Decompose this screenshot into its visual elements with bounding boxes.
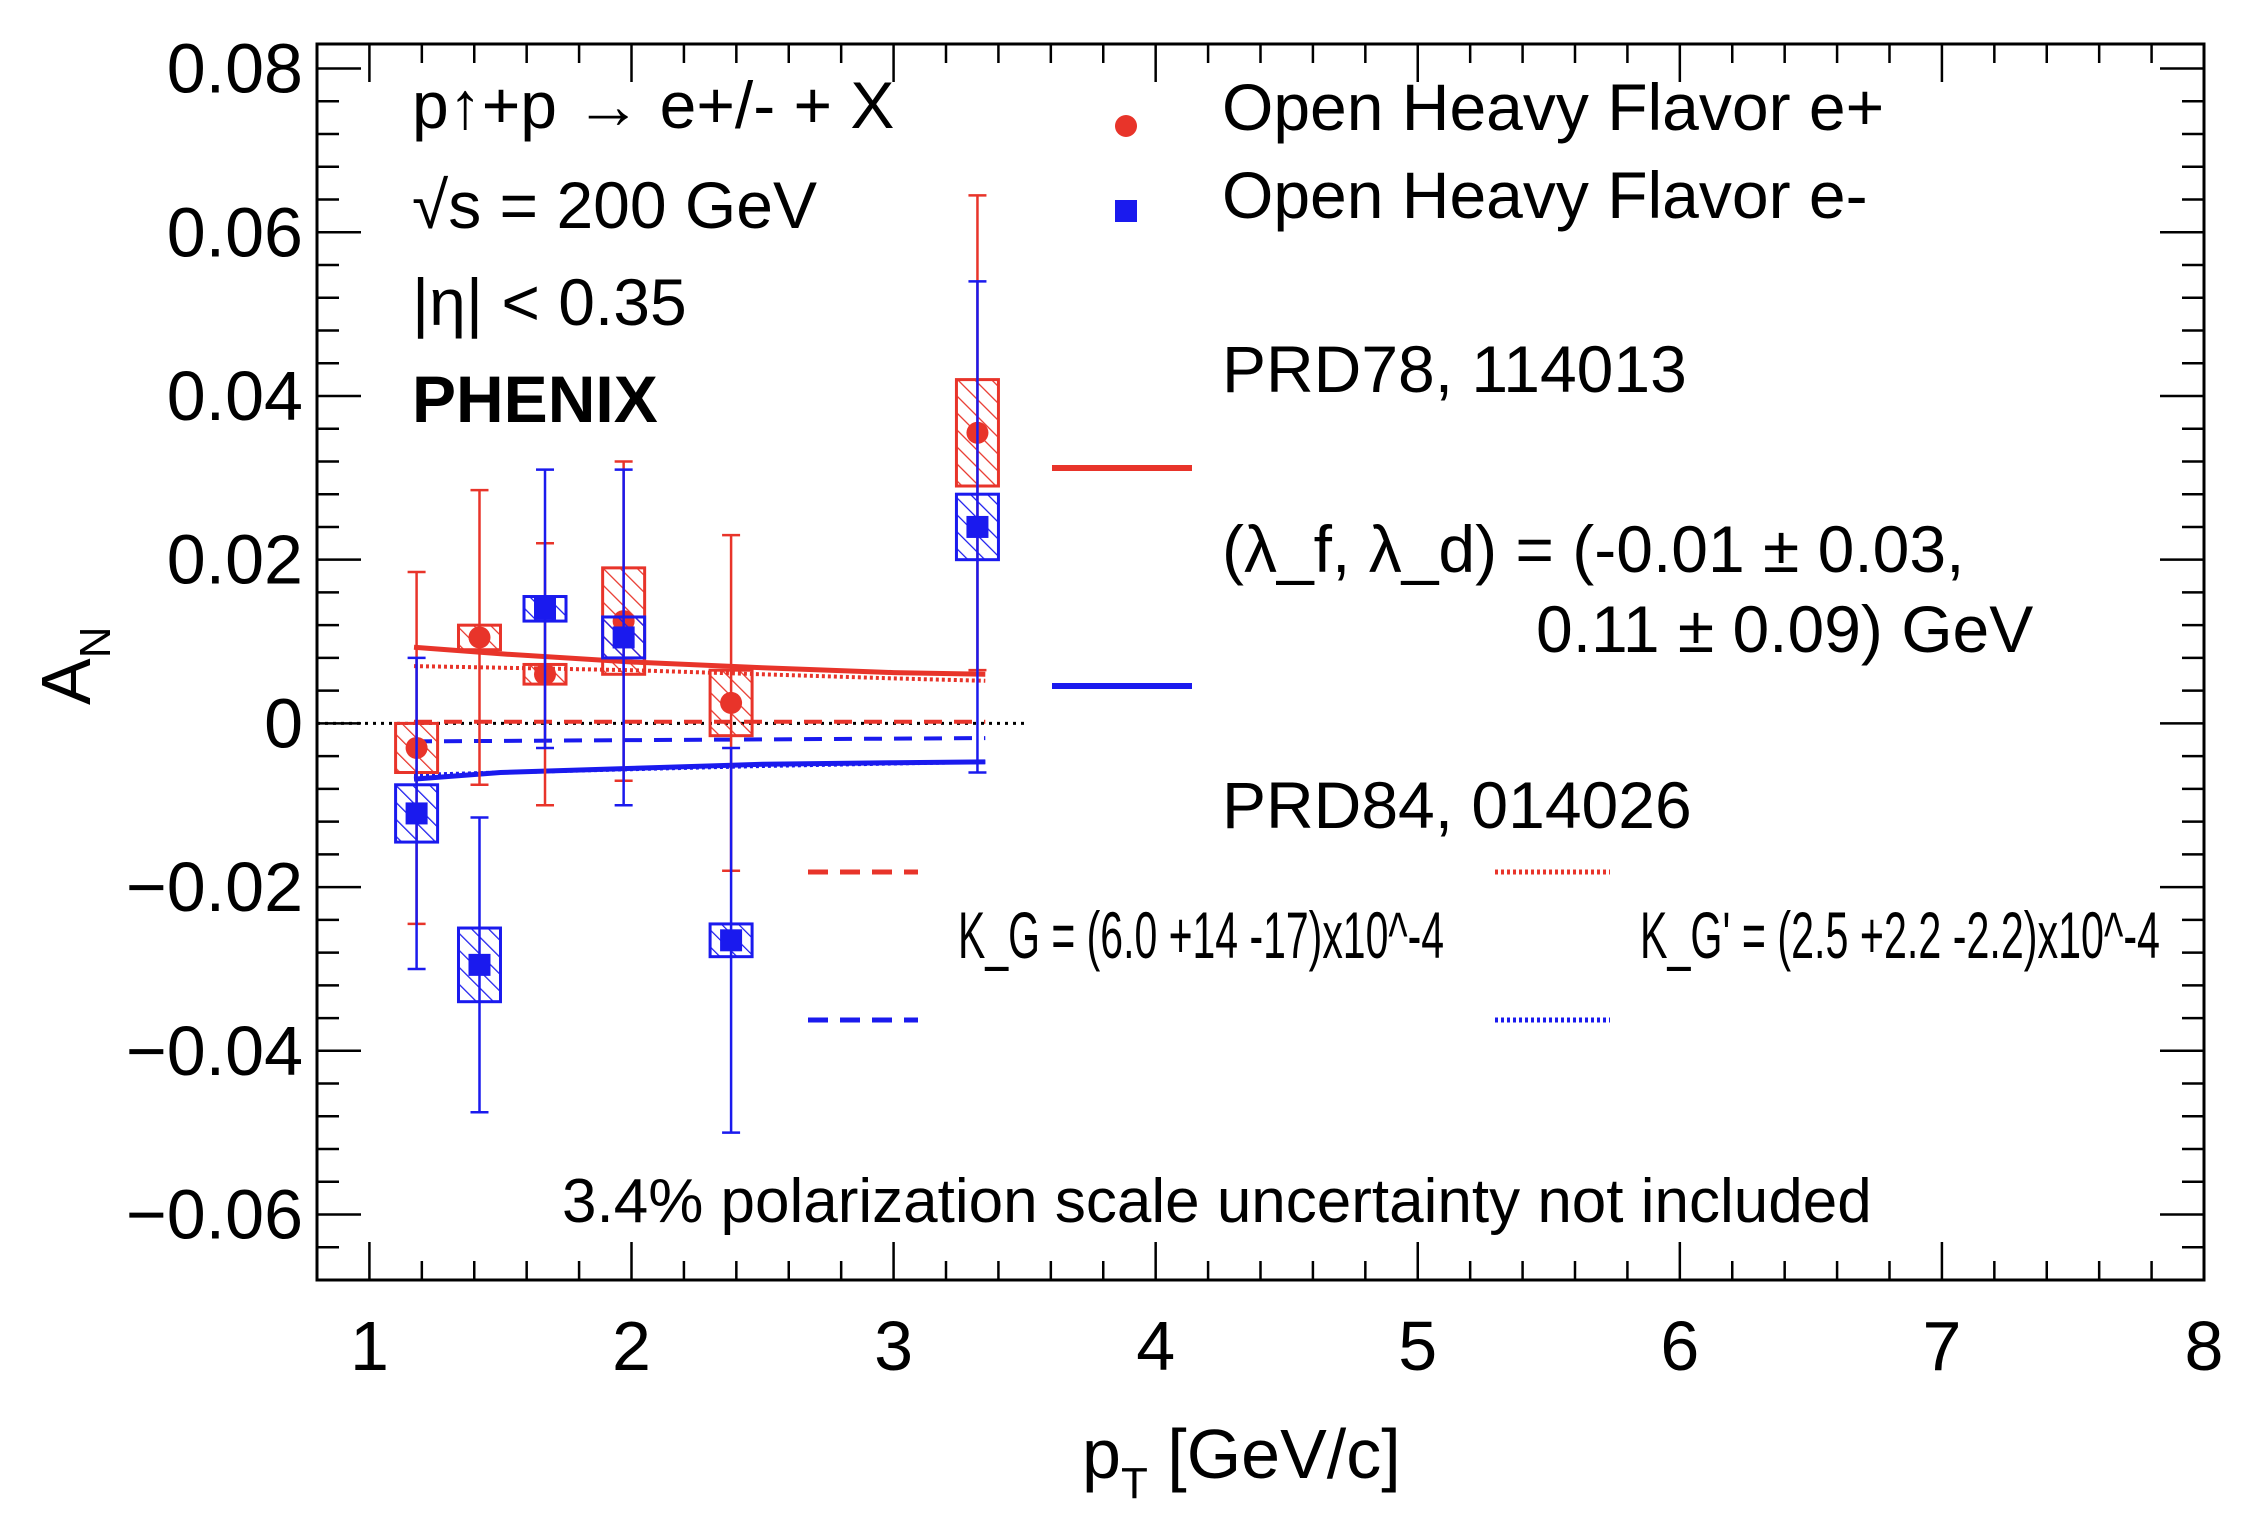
prd78-params-line2: 0.11 ± 0.09) GeV [1536, 592, 2033, 666]
legend-eminus-label: Open Heavy Flavor e- [1222, 158, 1868, 232]
x-tick-label: 6 [1660, 1307, 1699, 1385]
x-axis-title: pT [GeV/c] [1082, 1415, 1401, 1508]
eta-cut-label: |η| < 0.35 [412, 265, 687, 339]
x-tick-label: 5 [1398, 1307, 1437, 1385]
y-tick-label: −0.02 [126, 848, 303, 926]
y-tick-label: 0 [264, 684, 303, 762]
data-point-eminus [966, 515, 989, 538]
energy-label: √s = 200 GeV [412, 168, 817, 242]
data-point-eminus [720, 929, 743, 952]
data-point-eminus [405, 802, 428, 825]
x-tick-label: 7 [1922, 1307, 1961, 1385]
x-tick-label: 3 [874, 1307, 913, 1385]
x-axis-title-sub: T [1121, 1459, 1148, 1508]
axes: 1 2 3 4 5 6 7 8 −0.06 −0.04 −0.02 0 0.02 0.04 0.06 0.08 [126, 30, 2224, 1385]
y-axis-title-sub: N [71, 627, 120, 659]
prd84-label: PRD84, 014026 [1222, 768, 1692, 842]
y-tick-label: 0.02 [167, 521, 303, 599]
x-axis-title-unit: [GeV/c] [1148, 1415, 1401, 1493]
y-tick-label: −0.04 [126, 1012, 303, 1090]
legend-eplus-label: Open Heavy Flavor e+ [1222, 70, 1884, 144]
reaction-label: p↑+p → e+/- + X [412, 68, 894, 142]
prd78-eminus-curve [413, 759, 986, 782]
y-tick-label: 0.04 [167, 357, 303, 435]
prd78-label: PRD78, 114013 [1222, 332, 1687, 406]
kgp-label: K_G' = (2.5 +2.2 -2.2)x10^-4 [1640, 898, 2160, 972]
experiment-label: PHENIX [412, 362, 658, 436]
prd78-params-line1: (λ_f, λ_d) = (-0.01 ± 0.03, [1222, 512, 1964, 586]
y-tick-label: 0.06 [167, 193, 303, 271]
data-point-eminus [468, 953, 491, 976]
data-point-eplus [720, 691, 743, 714]
polarization-note: 3.4% polarization scale uncertainty not … [562, 1167, 1872, 1236]
x-tick-label: 2 [612, 1307, 651, 1385]
theory-curves [317, 644, 1025, 782]
legend-eminus-marker [1115, 200, 1137, 222]
y-axis-title: AN [27, 627, 120, 705]
x-tick-label: 8 [2185, 1307, 2224, 1385]
x-tick-label: 4 [1136, 1307, 1175, 1385]
data-point-eplus [468, 626, 491, 649]
y-axis-title-main: A [27, 658, 105, 705]
legend-eplus-marker [1115, 115, 1137, 137]
prd78-eplus-curve [413, 644, 986, 677]
y-tick-label: 0.08 [167, 30, 303, 108]
data-points [394, 194, 1000, 1134]
x-axis-title-main: p [1082, 1415, 1121, 1493]
prd84-kg-eminus-curve [413, 736, 986, 744]
kg-label: K_G = (6.0 +14 -17)x10^-4 [958, 898, 1444, 972]
data-point-eminus [612, 626, 635, 649]
prd84-kgp-eplus-curve [413, 664, 986, 683]
y-tick-label: −0.06 [126, 1176, 303, 1254]
data-point-eminus [534, 597, 557, 620]
x-tick-label: 1 [350, 1307, 389, 1385]
